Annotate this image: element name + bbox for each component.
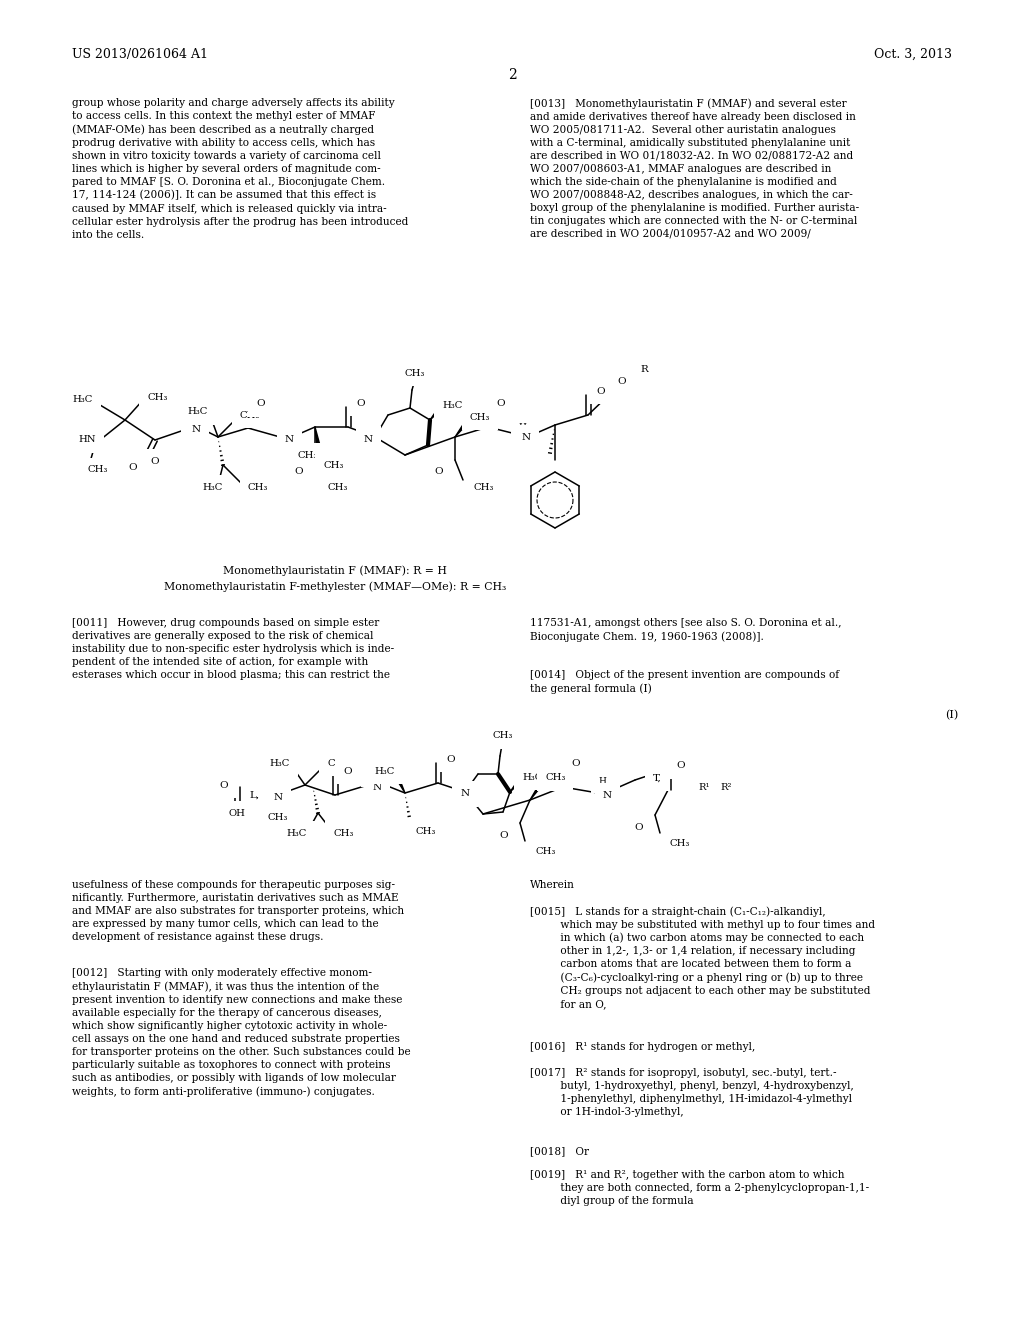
Text: [0014]   Object of the present invention are compounds of
the general formula (I: [0014] Object of the present invention a…	[530, 671, 839, 694]
Text: CH₃: CH₃	[415, 826, 435, 836]
Text: CH₃: CH₃	[147, 393, 167, 403]
Polygon shape	[530, 779, 546, 800]
Text: group whose polarity and charge adversely affects its ability
to access cells. I: group whose polarity and charge adversel…	[72, 98, 409, 240]
Text: OH: OH	[228, 808, 246, 817]
Text: R²: R²	[720, 783, 731, 792]
Text: O: O	[219, 780, 228, 789]
Text: O: O	[343, 767, 351, 776]
Text: Oct. 3, 2013: Oct. 3, 2013	[874, 48, 952, 61]
Text: (I): (I)	[945, 710, 958, 721]
Text: H₃C: H₃C	[375, 767, 395, 776]
Text: O: O	[128, 463, 137, 473]
Text: R: R	[640, 366, 648, 375]
Text: [0019]   R¹ and R², together with the carbon atom to which
         they are bot: [0019] R¹ and R², together with the carb…	[530, 1170, 869, 1206]
Text: O: O	[294, 466, 303, 475]
Text: O: O	[596, 387, 604, 396]
Text: [0016]   R¹ stands for hydrogen or methyl,: [0016] R¹ stands for hydrogen or methyl,	[530, 1041, 756, 1052]
Text: 2: 2	[508, 69, 516, 82]
Text: O: O	[500, 830, 508, 840]
Text: L,: L,	[250, 791, 260, 800]
Text: O: O	[356, 399, 365, 408]
Text: O: O	[676, 762, 685, 771]
Text: H₃C: H₃C	[522, 772, 543, 781]
Text: O: O	[571, 759, 580, 767]
Text: H₃C: H₃C	[187, 408, 208, 417]
Text: H₃C: H₃C	[287, 829, 307, 837]
Text: H₃C: H₃C	[269, 759, 290, 767]
Text: O: O	[446, 755, 455, 763]
Text: N: N	[364, 434, 373, 444]
Polygon shape	[315, 426, 323, 455]
Text: CH₃: CH₃	[333, 829, 353, 837]
Text: HN: HN	[79, 436, 96, 445]
Text: O: O	[496, 399, 505, 408]
Text: CH₃: CH₃	[268, 813, 288, 821]
Text: 117531-A1, amongst others [see also S. O. Doronina et al.,
Bioconjugate Chem. 19: 117531-A1, amongst others [see also S. O…	[530, 618, 842, 642]
Text: O: O	[151, 458, 160, 466]
Text: CH₃: CH₃	[240, 411, 260, 420]
Text: H: H	[188, 416, 196, 425]
Polygon shape	[430, 405, 443, 420]
Text: CH₃: CH₃	[470, 412, 490, 421]
Polygon shape	[393, 772, 406, 793]
Text: CH₃: CH₃	[323, 461, 343, 470]
Text: R¹: R¹	[698, 783, 710, 792]
Text: [0017]   R² stands for isopropyl, isobutyl, sec.-butyl, tert.-
         butyl, 1: [0017] R² stands for isopropyl, isobutyl…	[530, 1068, 854, 1117]
Text: Monomethylauristatin F (MMAF): R = H: Monomethylauristatin F (MMAF): R = H	[223, 565, 446, 576]
Text: CH₃: CH₃	[545, 774, 565, 783]
Text: Monomethylauristatin F-methylester (MMAF—OMe): R = CH₃: Monomethylauristatin F-methylester (MMAF…	[164, 581, 506, 591]
Text: [0012]   Starting with only moderately effective monom-
ethylauristatin F (MMAF): [0012] Starting with only moderately eff…	[72, 968, 411, 1097]
Text: N: N	[461, 789, 470, 799]
Text: US 2013/0261064 A1: US 2013/0261064 A1	[72, 48, 208, 61]
Text: N: N	[285, 434, 294, 444]
Text: [0011]   However, drug compounds based on simple ester
derivatives are generally: [0011] However, drug compounds based on …	[72, 618, 394, 680]
Text: H: H	[368, 771, 376, 780]
Text: O: O	[256, 400, 264, 408]
Text: CH₃: CH₃	[670, 838, 690, 847]
Text: O: O	[617, 378, 626, 387]
Text: H₃C: H₃C	[73, 396, 93, 404]
Text: [0015]   L stands for a straight-chain (C₁-C₁₂)-alkandiyl,
         which may be: [0015] L stands for a straight-chain (C₁…	[530, 906, 876, 1010]
Text: CH₃: CH₃	[88, 466, 109, 474]
Text: CH₃: CH₃	[327, 483, 347, 491]
Text: N: N	[373, 783, 382, 792]
Text: [0013]   Monomethylauristatin F (MMAF) and several ester
and amide derivatives t: [0013] Monomethylauristatin F (MMAF) and…	[530, 98, 859, 239]
Text: CH₃: CH₃	[404, 368, 425, 378]
Polygon shape	[510, 776, 523, 792]
Text: CH₃: CH₃	[493, 731, 513, 741]
Text: O: O	[434, 467, 443, 477]
Text: H: H	[518, 422, 526, 432]
Text: N: N	[273, 792, 283, 801]
Text: H₃C: H₃C	[442, 400, 463, 409]
Text: N: N	[522, 433, 531, 442]
Text: [0018]   Or: [0018] Or	[530, 1146, 589, 1156]
Text: N: N	[193, 425, 201, 434]
Text: usefulness of these compounds for therapeutic purposes sig-
nificantly. Furtherm: usefulness of these compounds for therap…	[72, 880, 404, 942]
Text: H: H	[598, 776, 606, 785]
Text: T,: T,	[653, 774, 662, 783]
Polygon shape	[455, 417, 471, 437]
Text: O: O	[635, 822, 643, 832]
Text: Wherein: Wherein	[530, 880, 574, 890]
Text: H₃C: H₃C	[203, 483, 223, 491]
Text: CH₃: CH₃	[473, 483, 494, 492]
Text: N: N	[603, 792, 612, 800]
Text: CH₃: CH₃	[298, 450, 318, 459]
Text: CH₃: CH₃	[535, 846, 555, 855]
Text: CH₃: CH₃	[248, 483, 268, 491]
Text: CH₃: CH₃	[327, 759, 347, 767]
